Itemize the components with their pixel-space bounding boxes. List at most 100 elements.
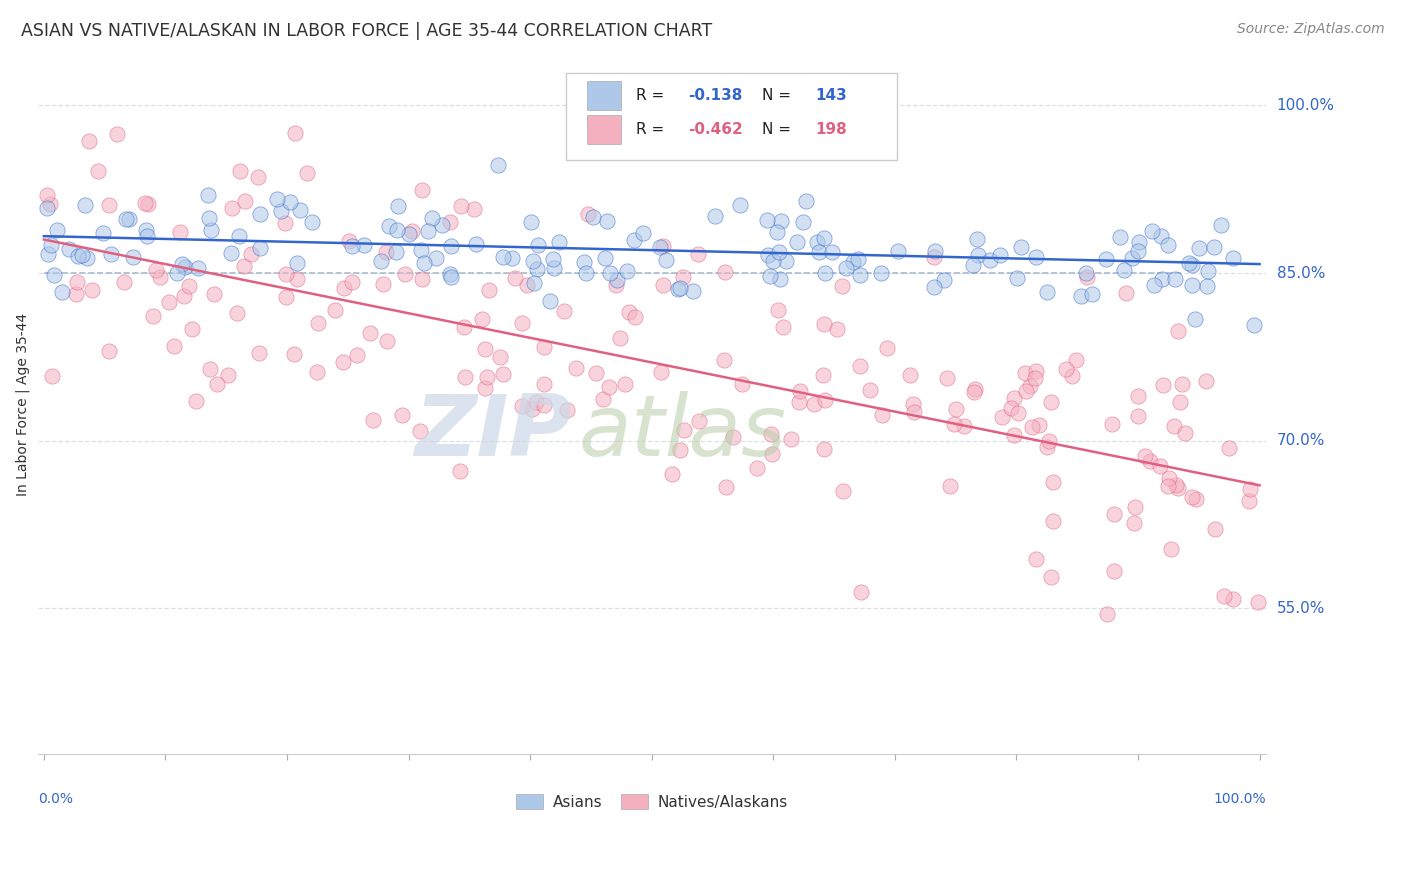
Point xyxy=(398,227,420,241)
Point xyxy=(166,266,188,280)
Point xyxy=(1112,263,1135,277)
Point xyxy=(520,215,543,229)
Point xyxy=(1157,470,1180,484)
Point xyxy=(1150,228,1173,243)
Point xyxy=(527,238,550,252)
Point xyxy=(1152,271,1174,285)
Point xyxy=(655,253,678,268)
Point xyxy=(669,280,692,294)
Point xyxy=(270,204,292,219)
Point xyxy=(474,381,496,395)
Point xyxy=(769,214,792,228)
Point xyxy=(1024,371,1046,385)
Point xyxy=(370,254,392,268)
Point xyxy=(516,278,538,293)
Point xyxy=(1036,285,1059,299)
Point xyxy=(990,248,1012,262)
Point xyxy=(157,295,180,310)
Point xyxy=(759,427,782,442)
Point xyxy=(1115,285,1137,300)
Text: 143: 143 xyxy=(815,88,846,103)
Point xyxy=(962,258,984,272)
Point xyxy=(849,359,872,373)
Point xyxy=(454,370,477,384)
Text: R =: R = xyxy=(636,121,669,136)
Point xyxy=(768,303,790,318)
Point xyxy=(806,235,828,250)
Point xyxy=(169,225,191,239)
Point xyxy=(963,384,986,399)
Point xyxy=(474,342,496,356)
Point xyxy=(1166,477,1188,491)
Text: N =: N = xyxy=(762,88,796,103)
Point xyxy=(756,212,779,227)
Point xyxy=(197,187,219,202)
Point xyxy=(505,271,527,285)
Point xyxy=(401,224,423,238)
Point xyxy=(1181,490,1204,504)
Point xyxy=(1025,552,1047,566)
Point xyxy=(58,242,80,256)
Point xyxy=(35,188,58,202)
Point xyxy=(1167,481,1189,495)
Point xyxy=(440,270,463,285)
Point xyxy=(249,241,271,255)
Point xyxy=(323,303,346,318)
Point xyxy=(1095,252,1118,266)
Point xyxy=(775,253,797,268)
Point xyxy=(576,207,599,221)
Point xyxy=(76,251,98,265)
Point xyxy=(963,382,986,396)
Point xyxy=(1133,450,1156,464)
Point xyxy=(721,430,744,444)
Point xyxy=(135,223,157,237)
Text: -0.462: -0.462 xyxy=(689,121,744,136)
Point xyxy=(768,245,790,260)
Point xyxy=(1007,270,1029,285)
Point xyxy=(45,223,67,237)
Point xyxy=(813,392,835,407)
Text: atlas: atlas xyxy=(578,391,786,474)
Point xyxy=(1025,364,1047,378)
Point xyxy=(1064,352,1087,367)
Point xyxy=(876,342,898,356)
Point xyxy=(235,194,257,209)
Point xyxy=(1139,454,1161,468)
Point xyxy=(1038,434,1060,448)
Text: N =: N = xyxy=(762,121,796,136)
Point xyxy=(936,371,959,385)
Text: ZIP: ZIP xyxy=(415,391,572,474)
Point xyxy=(648,240,671,254)
Point xyxy=(901,397,924,411)
Point xyxy=(39,238,62,252)
Point xyxy=(1074,266,1097,280)
Point xyxy=(240,247,263,261)
Point xyxy=(553,304,575,318)
Point xyxy=(425,251,447,265)
Point xyxy=(728,198,751,212)
Point xyxy=(661,467,683,482)
Point xyxy=(1021,420,1043,434)
Point xyxy=(832,483,855,498)
Point xyxy=(1142,277,1164,292)
Point xyxy=(990,409,1012,424)
Point xyxy=(1040,570,1063,584)
Point xyxy=(98,198,121,212)
Point xyxy=(340,275,363,289)
Point xyxy=(77,134,100,148)
Point xyxy=(716,480,738,494)
Point xyxy=(1237,494,1260,508)
Point xyxy=(1000,401,1022,415)
Point xyxy=(1177,256,1199,270)
Point xyxy=(501,251,523,265)
Point xyxy=(599,266,621,280)
Point xyxy=(851,585,873,599)
Point xyxy=(200,222,222,236)
Point xyxy=(1174,425,1197,440)
Point xyxy=(979,253,1001,268)
Point xyxy=(274,290,297,304)
Point xyxy=(66,275,89,289)
Point xyxy=(1002,427,1025,442)
Point xyxy=(533,398,555,412)
Point xyxy=(1149,459,1171,474)
